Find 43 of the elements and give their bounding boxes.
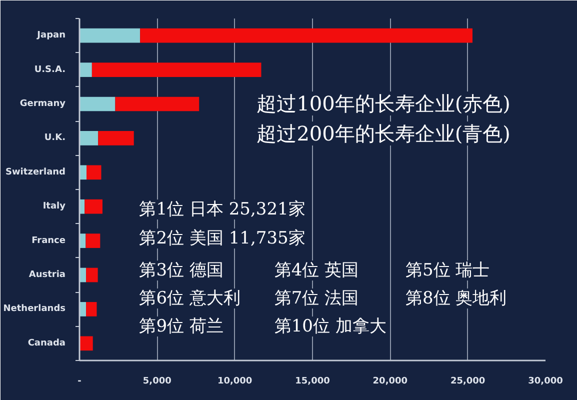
y-tick-label: U.S.A. xyxy=(34,64,66,75)
y-tick-label: Switzerland xyxy=(6,167,66,178)
bar xyxy=(86,234,100,248)
x-tick-label: 15,000 xyxy=(295,376,330,386)
bar xyxy=(98,131,134,146)
x-tick-label: 20,000 xyxy=(372,376,408,386)
y-tick-label: Netherlands xyxy=(3,304,66,314)
y-tick-label: Germany xyxy=(20,99,66,109)
annotation: 第8位 奥地利 xyxy=(406,288,507,308)
bar xyxy=(80,131,98,146)
bar xyxy=(80,336,93,351)
annotation: 超过100年的长寿企业(赤色) xyxy=(256,92,510,116)
y-tick-label: Japan xyxy=(36,30,66,41)
x-tick-label: 30,000 xyxy=(528,376,563,386)
x-tick-label: 5,000 xyxy=(142,376,172,386)
annotation: 第3位 德国 xyxy=(139,260,224,280)
bar xyxy=(80,62,92,77)
x-tick-label: 10,000 xyxy=(217,376,252,386)
y-tick-label: Canada xyxy=(28,338,66,348)
annotation: 第2位 美国 11,735家 xyxy=(139,228,306,248)
x-tick-label: - xyxy=(78,376,82,386)
bar xyxy=(84,199,102,214)
annotation: 第5位 瑞士 xyxy=(406,260,490,280)
y-tick-label: U.K. xyxy=(44,133,66,144)
bar xyxy=(86,302,97,316)
annotation: 第1位 日本 25,321家 xyxy=(139,200,306,220)
bar xyxy=(115,96,200,112)
annotation: 第6位 意大利 xyxy=(139,288,240,308)
annotation: 第10位 加拿大 xyxy=(274,316,386,336)
bar xyxy=(80,28,140,43)
annotation: 超过200年的长寿企业(青色) xyxy=(256,122,510,146)
y-tick-label: Austria xyxy=(28,270,66,280)
bar xyxy=(92,62,262,77)
bar xyxy=(140,28,472,43)
y-tick-label: Italy xyxy=(42,202,66,212)
x-tick-label: 25,000 xyxy=(450,376,486,386)
annotation: 第9位 荷兰 xyxy=(139,316,224,336)
annotation: 第4位 英国 xyxy=(274,260,359,280)
annotation: 第7位 法国 xyxy=(274,288,359,308)
bar xyxy=(86,165,102,180)
bar xyxy=(86,268,98,282)
y-tick-label: France xyxy=(32,236,66,246)
bar xyxy=(80,96,116,112)
